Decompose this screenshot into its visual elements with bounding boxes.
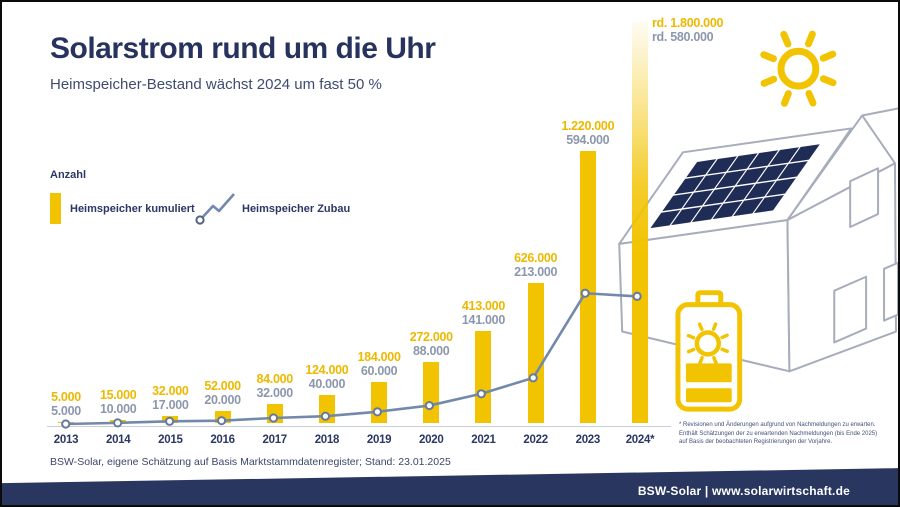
bar-2019 xyxy=(371,381,388,423)
footnote-line-3: auf Basis der beobachteten Registrierung… xyxy=(679,439,833,445)
bar-2022 xyxy=(527,283,544,423)
year-label-2018: 2018 xyxy=(314,434,340,446)
value-zubau-2024*: rd. 580.000 xyxy=(651,30,714,44)
value-labels-2021: 413.000 141.000 xyxy=(438,299,528,327)
value-zubau-2021: 141.000 xyxy=(461,312,505,327)
value-kumuliert-2023: 1.220.000 xyxy=(561,118,615,133)
year-label-2014: 2014 xyxy=(105,434,131,446)
legend-label-kumuliert: Heimspeicher kumuliert xyxy=(70,203,195,215)
value-zubau-2020: 88.000 xyxy=(413,344,450,359)
year-label-2015: 2015 xyxy=(158,434,183,446)
bar-2015 xyxy=(162,415,179,423)
year-label-2016: 2016 xyxy=(210,434,235,446)
page-title: Solarstrom rund um die Uhr xyxy=(50,32,436,65)
year-label-2022: 2022 xyxy=(523,434,548,446)
bar-2024* xyxy=(631,21,648,423)
bar-2023 xyxy=(579,150,596,423)
value-zubau-2018: 40.000 xyxy=(308,377,346,392)
bar-2020 xyxy=(423,362,440,423)
legend-bar-swatch xyxy=(50,193,61,224)
bar-2014 xyxy=(110,419,127,423)
value-kumuliert-2024*: rd. 1.800.000 xyxy=(651,16,724,30)
legend-label-zubau: Heimspeicher Zubau xyxy=(242,203,351,215)
footnote-line-2: Enthält Schätzungen der zu erwartenden N… xyxy=(679,430,878,437)
bar-2013 xyxy=(58,421,74,423)
value-labels-2023: 1.220.000 594.000 xyxy=(543,119,633,147)
value-kumuliert-2021: 413.000 xyxy=(461,298,505,313)
value-kumuliert-2020: 272.000 xyxy=(409,330,453,345)
bar-2017 xyxy=(266,404,283,423)
bar-2021 xyxy=(475,330,492,423)
value-zubau-2019: 60.000 xyxy=(360,363,398,378)
footer-brand-url: BSW-Solar | www.solarwirtschaft.de xyxy=(637,484,850,498)
line-legend-icon xyxy=(195,193,235,225)
year-label-2013: 2013 xyxy=(53,434,79,446)
x-axis-line xyxy=(47,426,671,427)
value-labels-2020: 272.000 88.000 xyxy=(386,330,476,358)
year-label-2023: 2023 xyxy=(575,434,601,446)
bar-2016 xyxy=(214,411,231,423)
year-label-2020: 2020 xyxy=(419,434,444,446)
year-label-2024*: 2024* xyxy=(625,434,655,446)
source-note: BSW-Solar, eigene Schätzung auf Basis Ma… xyxy=(50,456,451,468)
value-labels-2024*: rd. 1.800.000 rd. 580.000 xyxy=(652,16,762,44)
value-labels-2022: 626.000 213.000 xyxy=(491,251,581,279)
value-kumuliert-2022: 626.000 xyxy=(514,251,558,266)
year-label-2021: 2021 xyxy=(471,434,496,446)
footnote-line-1: * Revisionen und Änderungen aufgrund von… xyxy=(679,422,876,428)
axis-caption: Anzahl xyxy=(50,169,87,181)
page-subtitle: Heimspeicher-Bestand wächst 2024 um fast… xyxy=(50,76,382,93)
value-zubau-2022: 213.000 xyxy=(514,265,558,280)
year-label-2019: 2019 xyxy=(366,434,392,446)
value-zubau-2023: 594.000 xyxy=(566,132,610,147)
bar-2018 xyxy=(318,395,335,423)
footnote: * Revisionen und Änderungen aufgrund von… xyxy=(679,421,894,447)
year-label-2017: 2017 xyxy=(262,434,288,446)
